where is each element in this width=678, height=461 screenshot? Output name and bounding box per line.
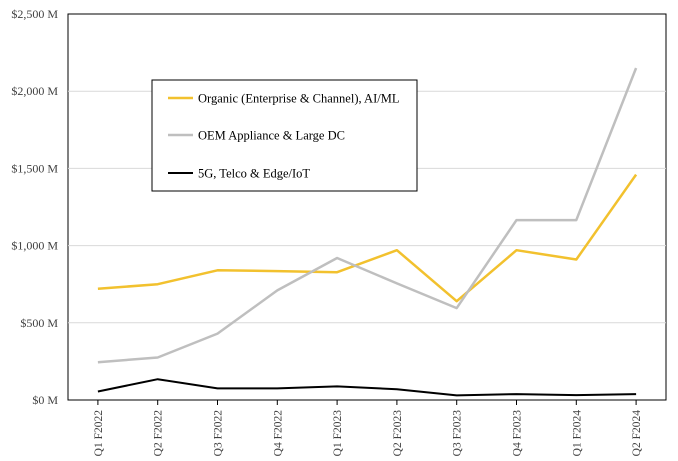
- y-tick-label: $1,500 M: [11, 161, 58, 175]
- legend-label: Organic (Enterprise & Channel), AI/ML: [198, 92, 399, 106]
- y-tick-label: $500 M: [20, 316, 58, 330]
- legend-box: [151, 79, 418, 192]
- x-tick-label: Q1 F2022: [93, 410, 105, 457]
- x-tick-label: Q1 F2024: [571, 410, 583, 457]
- legend-label: 5G, Telco & Edge/IoT: [198, 167, 310, 181]
- series-line-3: [97, 378, 637, 397]
- x-tick-label: Q4 F2023: [512, 410, 524, 457]
- series-line-2: [97, 67, 638, 364]
- x-tick-label: Q2 F2023: [392, 410, 404, 457]
- x-tick-label: Q3 F2022: [213, 410, 225, 457]
- series-line-1: [97, 173, 638, 303]
- x-tick-label: Q1 F2023: [332, 410, 344, 457]
- y-tick-label: $2,000 M: [11, 84, 58, 98]
- y-tick-label: $1,000 M: [11, 239, 58, 253]
- x-axis-ticks: Q1 F2022 Q2 F2022 Q3 F2022 Q4 F2022 Q1 F2023…: [93, 400, 643, 456]
- y-axis-ticks: $0 M $500 M $1,000 M $1,500 M $2,000 M $2,500…: [11, 7, 58, 407]
- x-tick-label: Q4 F2022: [272, 410, 284, 457]
- legend-label: OEM Appliance & Large DC: [198, 129, 345, 143]
- y-tick-label: $0 M: [32, 393, 58, 407]
- y-tick-label: $2,500 M: [11, 7, 58, 21]
- x-tick-label: Q3 F2023: [452, 410, 464, 457]
- series-lines: [97, 67, 638, 397]
- x-tick-label: Q2 F2022: [153, 410, 165, 457]
- x-tick-label: Q2 F2024: [631, 410, 643, 457]
- plot-frame: [67, 13, 667, 401]
- legend: Organic (Enterprise & Channel), AI/ML OEM…: [151, 79, 418, 192]
